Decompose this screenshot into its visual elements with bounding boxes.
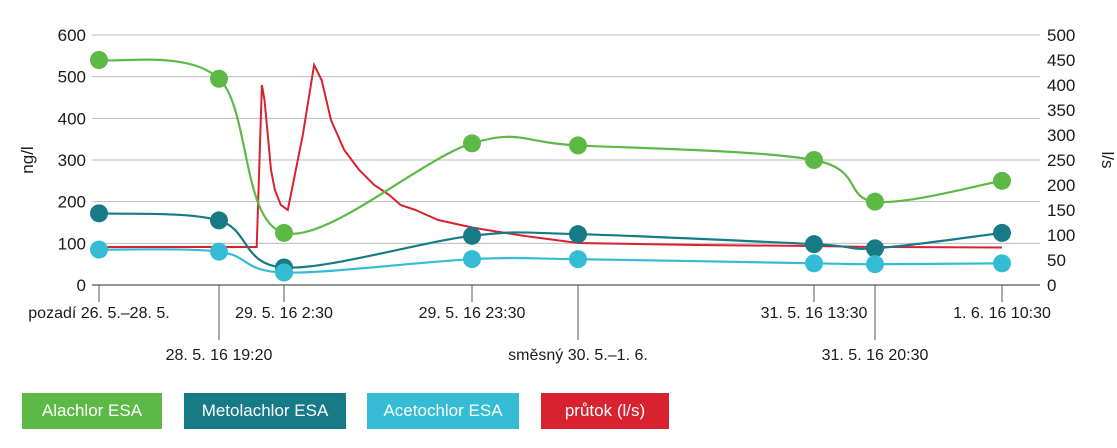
alachlor-esa-point — [210, 69, 228, 88]
y-left-title: ng/l — [18, 146, 37, 173]
y-right-tick: 150 — [1047, 201, 1075, 220]
x-tick-label: 1. 6. 16 10:30 — [953, 305, 1051, 322]
x-tick-label: 29. 5. 16 2:30 — [235, 305, 333, 322]
alachlor-esa-point — [90, 51, 108, 69]
alachlor-esa-point — [993, 171, 1011, 190]
y-left-tick: 500 — [58, 68, 86, 87]
y-right-tick: 200 — [1047, 176, 1075, 195]
metolachlor-esa-point — [866, 239, 884, 258]
alachlor-esa-line — [98, 58, 1003, 235]
y-right-tick: 350 — [1047, 101, 1075, 120]
flow-line — [99, 61, 1003, 249]
alachlor-esa-point — [569, 136, 587, 155]
alachlor-esa-point — [275, 223, 293, 242]
y-left-tick: 300 — [58, 151, 86, 170]
x-axis: pozadí 26. 5.–28. 5. 28. 5. 16 19:20 29. 5… — [28, 285, 1051, 364]
y-right-tick: 500 — [1047, 26, 1075, 45]
alachlor-esa-point — [805, 151, 823, 169]
metolachlor-esa-point — [463, 226, 481, 245]
acetochlor-esa-point — [805, 254, 823, 273]
legend-flow: průtok (l/s) — [541, 393, 669, 429]
acetochlor-esa-point — [569, 250, 587, 269]
y-left-tick: 100 — [58, 234, 86, 253]
y-right-title: l/s — [1098, 152, 1117, 169]
acetochlor-esa-point — [275, 263, 293, 282]
metolachlor-esa-line — [98, 212, 1003, 269]
x-tick-label: pozadí 26. 5.–28. 5. — [28, 305, 169, 322]
legend-acetochlor: Acetochlor ESA — [367, 393, 519, 429]
x-tick-label: 31. 5. 16 20:30 — [822, 347, 929, 364]
metolachlor-esa-point — [90, 204, 108, 223]
acetochlor-esa-point — [90, 240, 108, 259]
legend-alachlor: Alachlor ESA — [22, 393, 162, 429]
y-right-tick: 400 — [1047, 76, 1075, 95]
series-layer — [90, 51, 1011, 282]
x-tick-label: 28. 5. 16 19:20 — [166, 347, 273, 364]
y-left-tick: 200 — [58, 193, 86, 212]
metolachlor-esa-point — [569, 225, 587, 244]
y-left-tick: 600 — [58, 26, 86, 45]
metolachlor-esa-point — [805, 235, 823, 254]
y-right-tick: 250 — [1047, 151, 1075, 170]
acetochlor-esa-point — [993, 254, 1011, 273]
y-left-tick: 400 — [58, 109, 86, 128]
acetochlor-esa-point — [866, 255, 884, 274]
legend-metolachlor: Metolachlor ESA — [184, 393, 346, 429]
metolachlor-esa-point — [210, 211, 228, 230]
acetochlor-esa-point — [463, 250, 481, 269]
y-right-tick: 0 — [1047, 276, 1056, 295]
metolachlor-esa-point — [993, 223, 1011, 242]
acetochlor-esa-line — [98, 248, 1003, 274]
alachlor-esa-point — [866, 192, 884, 211]
y-left-tick: 0 — [77, 276, 86, 295]
y-right-tick: 100 — [1047, 226, 1075, 245]
x-tick-label: směsný 30. 5.–1. 6. — [508, 347, 648, 364]
grid — [92, 34, 1040, 286]
acetochlor-esa-point — [210, 242, 228, 261]
x-tick-label: 31. 5. 16 13:30 — [761, 305, 868, 322]
y-right-tick: 450 — [1047, 51, 1075, 70]
y-right-tick: 50 — [1047, 251, 1066, 270]
y-right-tick: 300 — [1047, 126, 1075, 145]
x-tick-label: 29. 5. 16 23:30 — [419, 305, 526, 322]
alachlor-esa-point — [463, 134, 481, 153]
y-axis: 0 100 200 300 400 500 600 0 50 100 150 200 250 300 350… — [58, 26, 1076, 295]
